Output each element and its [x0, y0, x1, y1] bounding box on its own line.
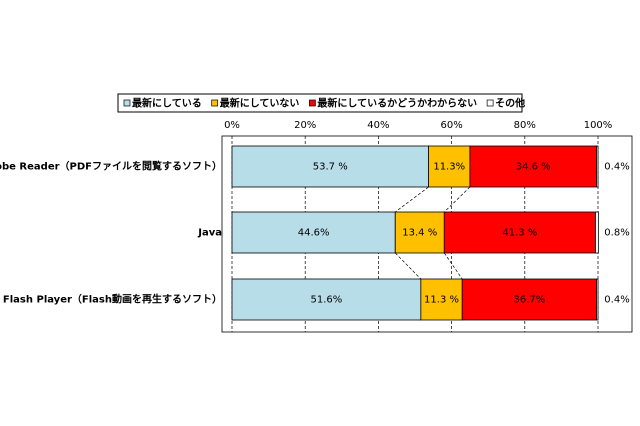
value-label: 13.4 %	[402, 228, 437, 239]
bar-segment	[461, 278, 597, 321]
y-tick-label: Adobe Flash Player（Flash動画を再生するソフト）	[0, 293, 222, 306]
bar-segment	[596, 145, 599, 188]
x-tick-label: 60%	[440, 120, 462, 131]
value-label: 41.3 %	[502, 228, 537, 239]
value-label: 36.7%	[513, 295, 545, 306]
legend-swatch	[309, 99, 316, 107]
value-label: 11.3%	[433, 162, 465, 173]
x-tick-label: 40%	[367, 120, 389, 131]
bar-segment	[394, 211, 445, 254]
x-tick-label: 100%	[584, 120, 613, 131]
value-label: 53.7 %	[313, 162, 348, 173]
x-tick-label: 80%	[514, 120, 536, 131]
bar-segment	[231, 145, 429, 188]
x-tick-label: 20%	[294, 120, 316, 131]
value-label: 0.4%	[604, 295, 629, 306]
x-tick-label: 0%	[224, 120, 240, 131]
series-line	[443, 252, 463, 280]
legend-label: その他	[495, 97, 525, 110]
value-label: 34.6 %	[516, 162, 551, 173]
series-line	[444, 186, 471, 213]
value-label: 0.8%	[604, 228, 629, 239]
bar-segment	[231, 211, 396, 254]
legend-swatch	[123, 99, 131, 107]
value-label: 44.6%	[298, 228, 330, 239]
legend-label: 最新にしているかどうかわからない	[317, 97, 477, 110]
value-label: 0.4%	[604, 162, 629, 173]
series-line	[395, 186, 429, 213]
bar-segment	[596, 278, 599, 321]
legend-label: 最新にしていない	[220, 97, 300, 110]
value-label: 51.6%	[311, 295, 343, 306]
legend-swatch	[486, 99, 494, 107]
value-label: 11.3 %	[424, 295, 459, 306]
bar-segment	[428, 145, 471, 188]
legend-swatch	[211, 99, 219, 107]
series-line	[394, 252, 422, 280]
plot-frame	[221, 135, 633, 333]
bar-segment	[420, 278, 463, 321]
legend-label: 最新にしている	[132, 97, 202, 110]
legend-box	[117, 93, 523, 113]
bar-segment	[469, 145, 597, 188]
y-tick-label: Java	[197, 228, 222, 239]
y-tick-label: Adobe Reader（PDFファイルを閲覧するソフト）	[0, 160, 222, 173]
bar-segment	[595, 211, 599, 254]
